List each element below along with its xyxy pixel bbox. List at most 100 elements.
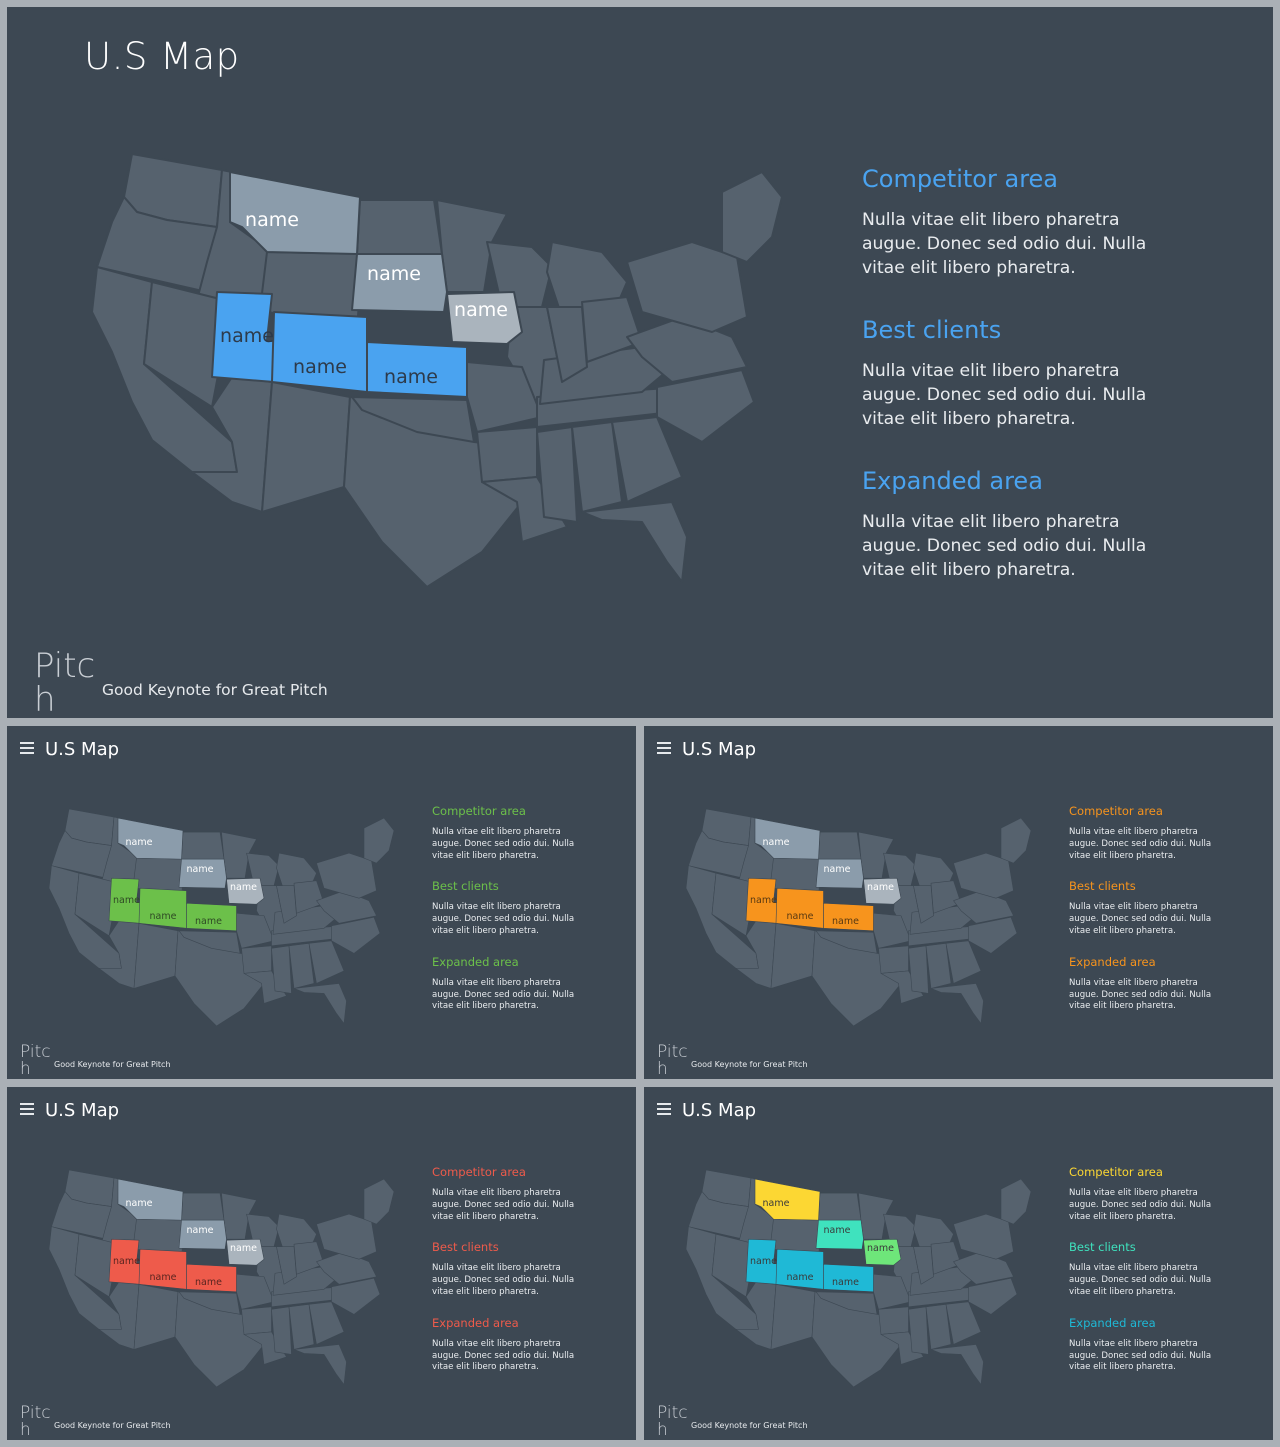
state-label: name xyxy=(126,1198,153,1209)
state-shape xyxy=(818,1192,862,1221)
state-shape xyxy=(913,1246,934,1285)
state-colorado[interactable] xyxy=(271,311,368,393)
state-shape xyxy=(178,930,241,954)
slide-thumbnail-orange[interactable]: U.S Map name name name name name name Competi… xyxy=(644,726,1273,1079)
state-shape xyxy=(293,1344,347,1385)
state-iowa[interactable] xyxy=(446,291,523,345)
legend-text-best: Nulla vitae elit libero pharetra augue. … xyxy=(432,1263,575,1297)
state-shape xyxy=(945,1301,982,1345)
state-south-dakota[interactable] xyxy=(178,1219,227,1250)
legend-text-competitor: Nulla vitae elit libero pharetra augue. … xyxy=(432,1188,575,1222)
state-shape xyxy=(968,916,1018,954)
slide-title: U.S Map xyxy=(45,1100,120,1121)
state-kansas[interactable] xyxy=(366,341,468,398)
state-kansas[interactable] xyxy=(823,1263,874,1293)
state-shape xyxy=(925,1304,952,1350)
state-shape xyxy=(945,940,982,984)
slide-title: U.S Map xyxy=(45,739,120,760)
state-label: name xyxy=(230,1243,257,1254)
state-kansas[interactable] xyxy=(186,902,237,932)
footer-brand: Pitch xyxy=(657,1403,688,1440)
legend: Competitor area Nulla vitae elit libero p… xyxy=(862,165,1242,618)
state-iowa[interactable] xyxy=(226,1238,265,1266)
state-shape xyxy=(331,916,381,954)
legend-title-expanded: Expanded area xyxy=(432,954,519,969)
legend-text-expanded: Nulla vitae elit libero pharetra augue. … xyxy=(1069,1338,1212,1373)
state-label: name xyxy=(220,325,274,347)
state-south-dakota[interactable] xyxy=(815,858,864,889)
slide-title: U.S Map xyxy=(682,739,757,760)
state-iowa[interactable] xyxy=(863,1238,902,1266)
state-iowa[interactable] xyxy=(226,877,265,905)
state-south-dakota[interactable] xyxy=(351,253,448,313)
state-label: name xyxy=(824,864,851,875)
state-south-dakota[interactable] xyxy=(815,1219,864,1250)
us-map: name name name name name name xyxy=(685,808,1031,1026)
legend: Competitor area Nulla vitae elit libero p… xyxy=(432,804,622,1030)
slide-title: U.S Map xyxy=(84,35,240,78)
state-kansas[interactable] xyxy=(186,1263,237,1293)
state-shape xyxy=(908,1306,929,1355)
menu-icon[interactable] xyxy=(20,1103,34,1117)
state-label: name xyxy=(750,895,777,906)
legend-text-best: Nulla vitae elit libero pharetra augue. … xyxy=(862,361,1147,429)
state-shape xyxy=(536,426,578,523)
legend-text-competitor: Nulla vitae elit libero pharetra augue. … xyxy=(1069,827,1212,861)
legend-text-competitor: Nulla vitae elit libero pharetra augue. … xyxy=(862,210,1147,278)
state-colorado[interactable] xyxy=(775,1248,824,1290)
slide-thumbnail-red[interactable]: U.S Map name name name name name name Competi… xyxy=(7,1087,636,1440)
state-shape xyxy=(261,381,351,513)
legend-text-expanded: Nulla vitae elit libero pharetra augue. … xyxy=(432,977,575,1012)
state-label: name xyxy=(763,1198,790,1209)
menu-icon[interactable] xyxy=(657,1103,671,1117)
state-colorado[interactable] xyxy=(138,887,187,929)
state-kansas[interactable] xyxy=(823,902,874,932)
footer-tagline: Good Keynote for Great Pitch xyxy=(54,1060,171,1069)
legend-text-competitor: Nulla vitae elit libero pharetra augue. … xyxy=(1069,1188,1212,1222)
state-shape xyxy=(331,1277,381,1315)
legend: Competitor area Nulla vitae elit libero p… xyxy=(1069,1165,1259,1391)
state-shape xyxy=(930,1344,984,1385)
state-montana[interactable] xyxy=(117,817,184,860)
legend-title-expanded: Expanded area xyxy=(1069,1315,1156,1330)
state-montana[interactable] xyxy=(229,171,361,255)
menu-icon[interactable] xyxy=(20,742,34,756)
slide-thumbnail-green[interactable]: U.S Map name name name name name name Competi… xyxy=(7,726,636,1079)
legend-text-expanded: Nulla vitae elit libero pharetra augue. … xyxy=(862,512,1147,580)
state-colorado[interactable] xyxy=(138,1248,187,1290)
state-shape xyxy=(351,396,475,443)
state-label: name xyxy=(230,882,257,893)
state-shape xyxy=(356,199,443,255)
state-shape xyxy=(770,1283,816,1350)
menu-icon[interactable] xyxy=(657,742,671,756)
state-shape xyxy=(288,943,315,989)
state-shape xyxy=(133,1283,179,1350)
state-label: name xyxy=(150,911,177,922)
state-label: name xyxy=(187,1225,214,1236)
state-label: name xyxy=(245,209,299,231)
state-label: name xyxy=(187,864,214,875)
state-montana[interactable] xyxy=(754,817,821,860)
state-south-dakota[interactable] xyxy=(178,858,227,889)
state-shape xyxy=(656,369,755,443)
footer-brand: Pitch xyxy=(20,1042,51,1079)
state-montana[interactable] xyxy=(754,1178,821,1221)
state-colorado[interactable] xyxy=(775,887,824,929)
state-shape xyxy=(1000,817,1031,864)
state-iowa[interactable] xyxy=(863,877,902,905)
footer-tagline: Good Keynote for Great Pitch xyxy=(691,1060,808,1069)
legend-title-best: Best clients xyxy=(862,316,1002,344)
slide-thumbnail-multicolor[interactable]: U.S Map name name name name name name Competi… xyxy=(644,1087,1273,1440)
state-shape xyxy=(276,1246,297,1285)
state-label: name xyxy=(454,299,508,321)
state-shape xyxy=(818,831,862,860)
state-label: name xyxy=(832,916,859,927)
slide-main[interactable]: U.S Map name name name name name name Competi… xyxy=(7,7,1273,718)
legend-title-competitor: Competitor area xyxy=(1069,1165,1163,1179)
state-montana[interactable] xyxy=(117,1178,184,1221)
state-label: name xyxy=(763,837,790,848)
legend-text-best: Nulla vitae elit libero pharetra augue. … xyxy=(1069,902,1212,936)
state-label: name xyxy=(832,1277,859,1288)
state-shape xyxy=(276,885,297,924)
state-shape xyxy=(930,983,984,1024)
